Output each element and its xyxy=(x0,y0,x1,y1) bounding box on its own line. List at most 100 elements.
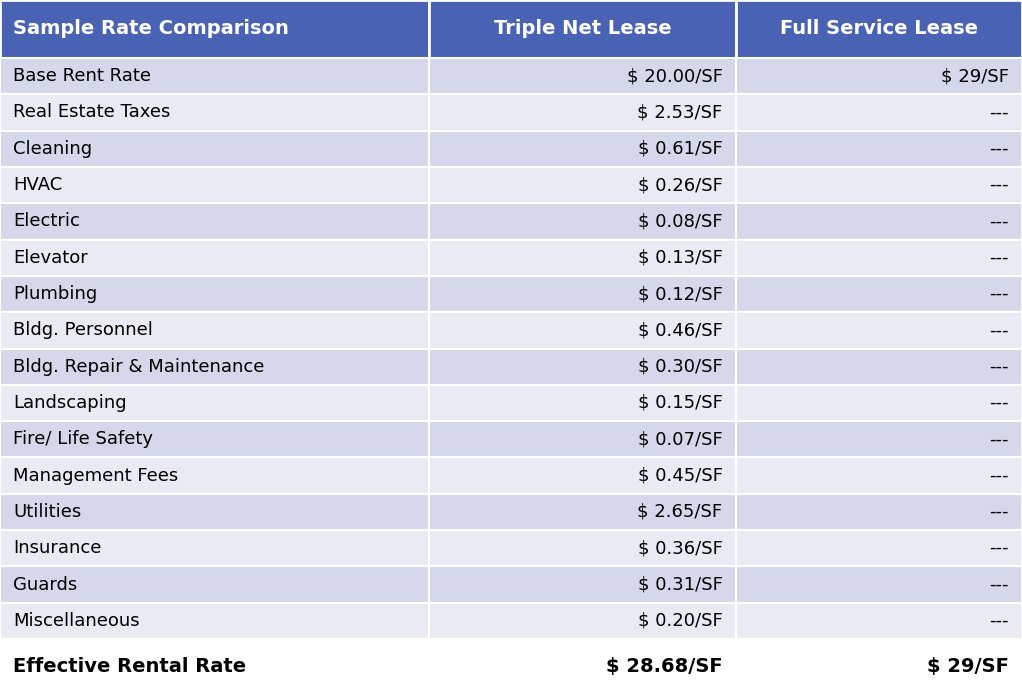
Text: Sample Rate Comparison: Sample Rate Comparison xyxy=(13,19,289,38)
Bar xyxy=(0,457,429,493)
Bar xyxy=(736,493,1022,530)
Text: Elevator: Elevator xyxy=(13,248,88,266)
Bar xyxy=(429,58,736,94)
Text: $ 0.31/SF: $ 0.31/SF xyxy=(638,575,723,593)
Bar xyxy=(736,276,1022,312)
Text: $ 2.53/SF: $ 2.53/SF xyxy=(638,103,723,121)
Bar xyxy=(429,493,736,530)
Bar xyxy=(429,639,736,694)
Bar xyxy=(429,276,736,312)
Text: ---: --- xyxy=(989,212,1009,230)
Bar xyxy=(429,566,736,602)
Bar xyxy=(0,530,429,566)
Text: Landscaping: Landscaping xyxy=(13,394,127,412)
Text: ---: --- xyxy=(989,176,1009,194)
Text: ---: --- xyxy=(989,503,1009,521)
Bar xyxy=(0,602,429,639)
Text: ---: --- xyxy=(989,285,1009,303)
Bar xyxy=(0,0,429,58)
Bar xyxy=(736,58,1022,94)
Bar xyxy=(736,348,1022,384)
Bar xyxy=(0,312,429,348)
Text: $ 0.08/SF: $ 0.08/SF xyxy=(638,212,723,230)
Bar xyxy=(429,130,736,167)
Bar xyxy=(736,130,1022,167)
Bar xyxy=(736,312,1022,348)
Bar xyxy=(0,130,429,167)
Bar xyxy=(736,0,1022,58)
Text: ---: --- xyxy=(989,575,1009,593)
Text: $ 0.07/SF: $ 0.07/SF xyxy=(638,430,723,448)
Bar xyxy=(429,167,736,203)
Text: ---: --- xyxy=(989,248,1009,266)
Text: Miscellaneous: Miscellaneous xyxy=(13,612,140,630)
Text: $ 29/SF: $ 29/SF xyxy=(927,657,1009,676)
Text: ---: --- xyxy=(989,394,1009,412)
Bar xyxy=(736,94,1022,130)
Bar xyxy=(736,566,1022,602)
Text: $ 0.45/SF: $ 0.45/SF xyxy=(638,466,723,484)
Text: Plumbing: Plumbing xyxy=(13,285,97,303)
Text: HVAC: HVAC xyxy=(13,176,62,194)
Text: Full Service Lease: Full Service Lease xyxy=(780,19,978,38)
Bar xyxy=(0,493,429,530)
Bar xyxy=(0,421,429,457)
Bar xyxy=(736,457,1022,493)
Bar xyxy=(0,566,429,602)
Bar xyxy=(0,276,429,312)
Bar xyxy=(0,94,429,130)
Text: ---: --- xyxy=(989,466,1009,484)
Text: ---: --- xyxy=(989,357,1009,375)
Text: $ 29/SF: $ 29/SF xyxy=(940,67,1009,85)
Bar xyxy=(0,58,429,94)
Text: $ 0.36/SF: $ 0.36/SF xyxy=(638,539,723,557)
Bar xyxy=(429,602,736,639)
Text: $ 0.26/SF: $ 0.26/SF xyxy=(638,176,723,194)
Bar xyxy=(0,203,429,239)
Bar xyxy=(0,348,429,384)
Bar xyxy=(736,167,1022,203)
Text: ---: --- xyxy=(989,321,1009,339)
Text: Real Estate Taxes: Real Estate Taxes xyxy=(13,103,171,121)
Text: Base Rent Rate: Base Rent Rate xyxy=(13,67,151,85)
Text: Fire/ Life Safety: Fire/ Life Safety xyxy=(13,430,153,448)
Text: $ 28.68/SF: $ 28.68/SF xyxy=(606,657,723,676)
Bar xyxy=(736,384,1022,421)
Text: Electric: Electric xyxy=(13,212,80,230)
Bar xyxy=(429,530,736,566)
Text: ---: --- xyxy=(989,539,1009,557)
Bar xyxy=(429,421,736,457)
Text: ---: --- xyxy=(989,430,1009,448)
Text: ---: --- xyxy=(989,139,1009,158)
Bar xyxy=(429,312,736,348)
Text: $ 0.20/SF: $ 0.20/SF xyxy=(638,612,723,630)
Text: Bldg. Personnel: Bldg. Personnel xyxy=(13,321,153,339)
Bar xyxy=(736,639,1022,694)
Bar xyxy=(429,94,736,130)
Text: $ 0.61/SF: $ 0.61/SF xyxy=(638,139,723,158)
Text: $ 0.15/SF: $ 0.15/SF xyxy=(638,394,723,412)
Text: Management Fees: Management Fees xyxy=(13,466,179,484)
Text: Cleaning: Cleaning xyxy=(13,139,92,158)
Text: Insurance: Insurance xyxy=(13,539,101,557)
Bar xyxy=(0,384,429,421)
Bar xyxy=(429,348,736,384)
Text: Bldg. Repair & Maintenance: Bldg. Repair & Maintenance xyxy=(13,357,265,375)
Text: $ 0.46/SF: $ 0.46/SF xyxy=(638,321,723,339)
Text: Utilities: Utilities xyxy=(13,503,82,521)
Text: $ 20.00/SF: $ 20.00/SF xyxy=(626,67,723,85)
Text: Triple Net Lease: Triple Net Lease xyxy=(494,19,671,38)
Bar xyxy=(429,384,736,421)
Bar xyxy=(429,239,736,276)
Bar xyxy=(736,530,1022,566)
Text: $ 0.30/SF: $ 0.30/SF xyxy=(638,357,723,375)
Bar xyxy=(429,203,736,239)
Text: $ 0.13/SF: $ 0.13/SF xyxy=(638,248,723,266)
Bar xyxy=(0,639,429,694)
Text: Guards: Guards xyxy=(13,575,78,593)
Bar xyxy=(736,239,1022,276)
Text: $ 2.65/SF: $ 2.65/SF xyxy=(638,503,723,521)
Text: ---: --- xyxy=(989,103,1009,121)
Text: $ 0.12/SF: $ 0.12/SF xyxy=(638,285,723,303)
Bar xyxy=(429,0,736,58)
